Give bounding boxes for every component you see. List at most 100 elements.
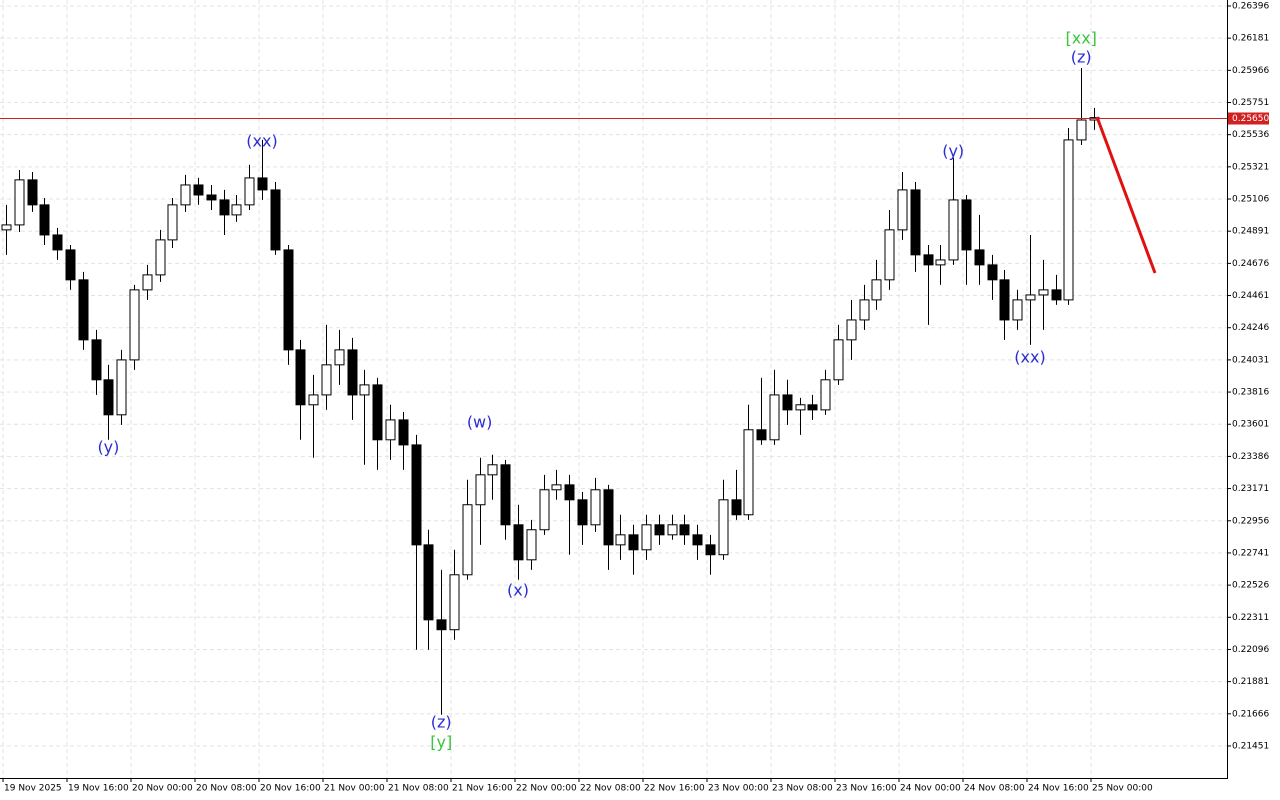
y-tick-label: 0.22526 bbox=[1232, 581, 1269, 591]
wave-label: (w) bbox=[467, 413, 493, 432]
candle-body bbox=[820, 379, 831, 411]
candle-body bbox=[500, 464, 511, 526]
wave-label: (y) bbox=[97, 438, 119, 457]
candle-body bbox=[526, 529, 537, 561]
candle-body bbox=[142, 274, 153, 291]
candle-body bbox=[52, 234, 63, 251]
x-tick-label: 22 Nov 00:00 bbox=[516, 784, 577, 794]
y-tick-label: 0.23601 bbox=[1232, 420, 1269, 430]
candle-body bbox=[807, 404, 818, 411]
candle-body bbox=[385, 419, 396, 441]
candle-body bbox=[871, 279, 882, 301]
y-tick-label: 0.25536 bbox=[1232, 130, 1269, 140]
x-tick-label: 20 Nov 08:00 bbox=[196, 784, 257, 794]
overlay: (y)(xx)(z)[y](w)(x)(y)(xx)(z)[xx] bbox=[0, 29, 1227, 752]
candle-body bbox=[1012, 299, 1023, 321]
y-tick-label: 0.24676 bbox=[1232, 259, 1269, 269]
x-tick-label: 23 Nov 16:00 bbox=[836, 784, 897, 794]
candle-body bbox=[1038, 289, 1049, 296]
x-tick-label: 21 Nov 16:00 bbox=[452, 784, 513, 794]
candle-body bbox=[846, 319, 857, 341]
candle-body bbox=[206, 194, 217, 201]
y-tick-label: 0.23171 bbox=[1232, 484, 1269, 494]
y-tick-label: 0.25966 bbox=[1232, 66, 1269, 76]
candle-body bbox=[193, 184, 204, 196]
x-tick-label: 24 Nov 08:00 bbox=[964, 784, 1025, 794]
candle-body bbox=[372, 384, 383, 441]
candle-body bbox=[27, 179, 38, 206]
candle-body bbox=[1063, 139, 1074, 301]
y-tick-label: 0.21666 bbox=[1232, 709, 1269, 719]
candle-body bbox=[283, 249, 294, 351]
candle-body bbox=[859, 299, 870, 321]
candle-body bbox=[603, 489, 614, 546]
candle-body bbox=[718, 499, 729, 556]
candle-body bbox=[1051, 289, 1062, 301]
y-tick-label: 0.24461 bbox=[1232, 291, 1269, 301]
candle-body bbox=[564, 484, 575, 501]
candle-body bbox=[1076, 119, 1087, 141]
candle-body bbox=[295, 349, 306, 406]
x-tick-label: 21 Nov 00:00 bbox=[324, 784, 385, 794]
candle-body bbox=[411, 444, 422, 546]
candle-body bbox=[78, 279, 89, 341]
x-tick-label: 24 Nov 00:00 bbox=[900, 784, 961, 794]
candle-body bbox=[462, 504, 473, 576]
candle-body bbox=[987, 264, 998, 281]
y-tick-label: 0.21451 bbox=[1232, 741, 1269, 751]
candle-body bbox=[948, 199, 959, 261]
y-tick-label: 0.25106 bbox=[1232, 195, 1269, 205]
candle-body bbox=[999, 279, 1010, 321]
candle-body bbox=[449, 574, 460, 631]
y-tick-label: 0.22311 bbox=[1232, 613, 1269, 623]
candle-body bbox=[423, 544, 434, 621]
y-tick-label: 0.21881 bbox=[1232, 677, 1269, 687]
x-tick-label: 20 Nov 16:00 bbox=[260, 784, 321, 794]
candle-body bbox=[961, 199, 972, 251]
candle-body bbox=[359, 384, 370, 396]
candle-body bbox=[756, 429, 767, 441]
candle-body bbox=[654, 524, 665, 536]
x-tick-label: 22 Nov 16:00 bbox=[644, 784, 705, 794]
candle-body bbox=[39, 204, 50, 236]
x-tick-label: 19 Nov 16:00 bbox=[68, 784, 129, 794]
x-tick-label: 24 Nov 16:00 bbox=[1028, 784, 1089, 794]
candle-body bbox=[321, 364, 332, 396]
candle-body bbox=[167, 204, 178, 241]
candle-body bbox=[731, 499, 742, 516]
y-tick-label: 0.23386 bbox=[1232, 452, 1269, 462]
wave-label: (z) bbox=[431, 713, 452, 732]
candle-body bbox=[1, 224, 12, 231]
candle-body bbox=[743, 429, 754, 516]
wave-label: (y) bbox=[942, 142, 964, 161]
y-tick-label: 0.24246 bbox=[1232, 323, 1269, 333]
candle-body bbox=[1025, 294, 1036, 301]
grid bbox=[0, 0, 1227, 778]
candle-body bbox=[590, 489, 601, 526]
wave-label: [xx] bbox=[1065, 29, 1096, 48]
candle-body bbox=[91, 339, 102, 381]
x-tick-label: 20 Nov 00:00 bbox=[132, 784, 193, 794]
candle-body bbox=[129, 289, 140, 361]
candle-body bbox=[667, 524, 678, 536]
candle-body bbox=[615, 534, 626, 546]
candle-body bbox=[180, 184, 191, 206]
x-tick-label: 25 Nov 00:00 bbox=[1092, 784, 1153, 794]
x-tick-label: 23 Nov 00:00 bbox=[708, 784, 769, 794]
wave-label: (x) bbox=[507, 581, 529, 600]
candle-body bbox=[539, 489, 550, 531]
candle-body bbox=[628, 534, 639, 551]
candle-body bbox=[692, 534, 703, 546]
candle-body bbox=[231, 204, 242, 216]
candle-body bbox=[14, 179, 25, 226]
y-tick-label: 0.25321 bbox=[1232, 162, 1269, 172]
y-tick-label: 0.22956 bbox=[1232, 516, 1269, 526]
candle-body bbox=[487, 464, 498, 476]
candle-body bbox=[974, 249, 985, 266]
y-tick-label: 0.26396 bbox=[1232, 1, 1269, 11]
y-tick-label: 0.25751 bbox=[1232, 98, 1269, 108]
candle-body bbox=[513, 524, 524, 561]
candle-body bbox=[347, 349, 358, 396]
